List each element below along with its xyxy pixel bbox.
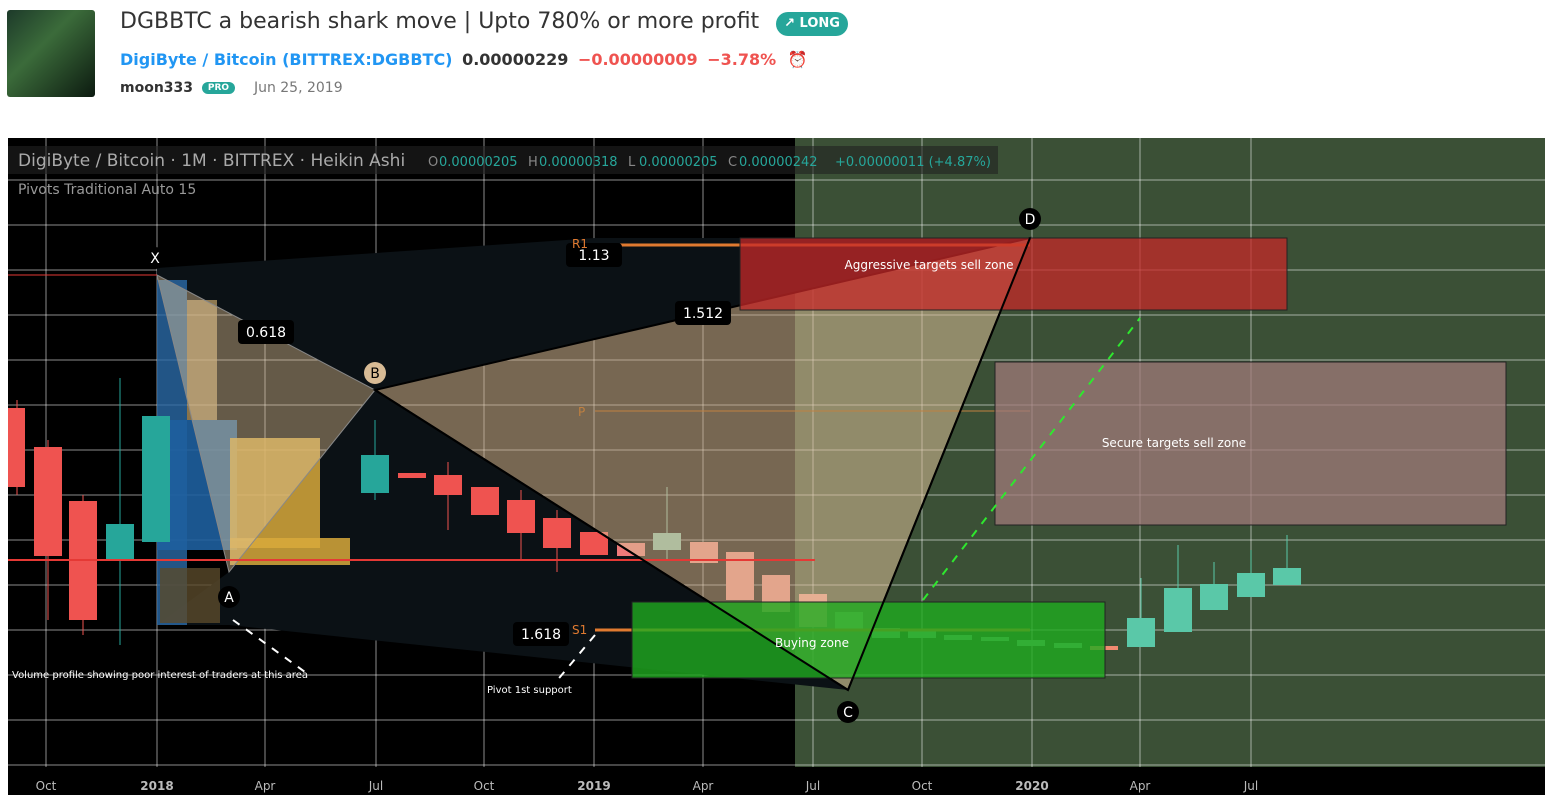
cd-line xyxy=(847,237,1031,691)
ratio-label: 1.512 xyxy=(683,306,723,322)
ohlc-change: +0.00000011 (+4.87%) xyxy=(835,155,991,170)
target-arrow xyxy=(922,317,1141,601)
zone-label: Aggressive targets sell zone xyxy=(845,258,1014,272)
legend-bg xyxy=(8,146,998,174)
author-line: moon333 PRO Jun 25, 2019 xyxy=(120,80,343,96)
pattern-point xyxy=(364,362,386,384)
x-tick-label: 2018 xyxy=(140,779,173,793)
x-tick-label: Oct xyxy=(912,779,933,793)
pivot-label: R1 xyxy=(572,237,588,251)
x-tick-label: 2019 xyxy=(577,779,610,793)
pattern-point xyxy=(144,247,166,269)
x-tick-label: Apr xyxy=(1130,779,1151,793)
badge-text: LONG xyxy=(799,16,840,31)
pattern-point-label: B xyxy=(370,366,380,382)
pivot-label: P xyxy=(578,405,585,419)
change-pct: −3.78% xyxy=(707,50,777,69)
long-badge[interactable]: ↗ LONG xyxy=(776,12,848,36)
ohlc-key: C xyxy=(728,155,737,170)
ratio-bg xyxy=(675,301,731,325)
legend-symbol: DigiByte / Bitcoin · 1M · BITTREX · Heik… xyxy=(18,151,405,171)
pattern-point xyxy=(837,701,859,723)
ohlc-value: 0.00000318 xyxy=(539,155,618,170)
pattern-point xyxy=(218,586,240,608)
pattern-point-label: C xyxy=(843,705,853,721)
bc-line xyxy=(374,389,849,691)
secure-zone xyxy=(994,361,1507,526)
ohlc-value: 0.00000242 xyxy=(739,155,818,170)
ratio-bg xyxy=(566,243,622,267)
pivot-label: S1 xyxy=(572,623,587,637)
pattern-point xyxy=(1019,208,1041,230)
alert-icon[interactable]: ⏰ xyxy=(787,50,808,69)
x-tick-label: Oct xyxy=(474,779,495,793)
x-tick-label: Jul xyxy=(368,779,383,793)
ohlc-value: 0.00000205 xyxy=(639,155,718,170)
pattern-point-label: X xyxy=(150,251,160,267)
x-tick-label: Apr xyxy=(255,779,276,793)
pro-badge: PRO xyxy=(201,82,236,94)
x-tick-label: Jul xyxy=(805,779,820,793)
pattern-point-label: D xyxy=(1025,212,1036,228)
ohlc-key: L xyxy=(628,155,636,170)
x-tick-label: Apr xyxy=(693,779,714,793)
pattern-point-label: A xyxy=(224,590,234,606)
ratio-bg xyxy=(513,622,569,646)
ratio-label: 1.618 xyxy=(521,627,561,643)
ohlc-key: H xyxy=(528,155,538,170)
ohlc-value: 0.00000205 xyxy=(439,155,518,170)
annotation: Pivot 1st support xyxy=(487,685,572,696)
ratio-bg xyxy=(238,320,294,344)
x-tick-label: Oct xyxy=(36,779,57,793)
ratio-label: 1.13 xyxy=(578,248,609,264)
volume-profile xyxy=(157,280,350,625)
ratio-label: 0.618 xyxy=(246,325,286,341)
symbol-line: DigiByte / Bitcoin (BITTREX:DGBBTC) 0.00… xyxy=(120,50,808,69)
symbol-code[interactable]: (BITTREX:DGBBTC) xyxy=(282,50,453,69)
idea-title: DGBBTC a bearish shark move | Upto 780% … xyxy=(120,9,760,34)
x-tick-label: Jul xyxy=(1243,779,1258,793)
change: −0.00000009 xyxy=(577,50,698,69)
annotation: Volume profile showing poor interest of … xyxy=(12,670,308,681)
x-tick-label: 2020 xyxy=(1015,779,1048,793)
thumbnail[interactable] xyxy=(7,10,95,97)
ohlc-key: O xyxy=(428,155,438,170)
symbol-name[interactable]: DigiByte / Bitcoin xyxy=(120,50,277,69)
indicator-label: Pivots Traditional Auto 15 xyxy=(18,182,196,198)
annotation-arrow xyxy=(554,634,596,684)
zone-label: Buying zone xyxy=(775,636,849,650)
date: Jun 25, 2019 xyxy=(253,80,343,96)
time-axis xyxy=(8,767,1545,795)
aggressive-zone xyxy=(739,237,1288,311)
price: 0.00000229 xyxy=(462,50,569,69)
zone-label: Secure targets sell zone xyxy=(1102,436,1246,450)
author[interactable]: moon333 xyxy=(120,80,194,96)
